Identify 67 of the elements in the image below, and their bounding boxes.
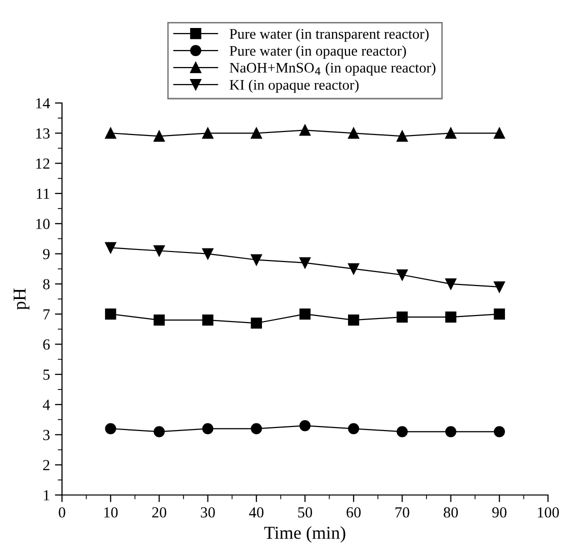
point: [250, 254, 262, 266]
legend-label: NaOH+MnSO$_{4}$ (in opaque reactor): [230, 62, 436, 76]
point: [494, 281, 505, 292]
y-tick-label: 11: [36, 188, 50, 199]
x-tick-label: 100: [538, 507, 559, 518]
y-tick-label: 8: [43, 279, 50, 290]
y-axis-title: pH: [14, 288, 30, 310]
point: [445, 312, 456, 323]
point: [202, 314, 214, 326]
y-tick-label: 10: [36, 218, 50, 230]
point: [445, 278, 456, 290]
y-tick-label: 7: [44, 309, 50, 320]
point: [154, 426, 165, 438]
point: [154, 314, 165, 326]
point: [348, 263, 360, 274]
y-tick-label: 2: [43, 460, 50, 470]
point: [105, 128, 116, 139]
point: [494, 426, 505, 438]
point: [299, 308, 311, 320]
point: [348, 314, 360, 326]
point: [494, 128, 505, 139]
legend-label: Pure water (in opaque reactor): [230, 46, 406, 59]
point: [105, 308, 116, 320]
point: [202, 423, 214, 434]
point: [250, 128, 262, 139]
point: [396, 130, 408, 142]
point: [396, 312, 408, 323]
point: [348, 128, 360, 139]
point: [202, 248, 214, 260]
legend-label: KI (in opaque reactor): [230, 80, 359, 93]
y-tick-label: 12: [36, 158, 50, 169]
legend-label: Pure water (in transparent reactor): [230, 28, 429, 42]
point: [299, 420, 311, 432]
point: [299, 257, 311, 268]
y-tick-label: 6: [43, 339, 50, 350]
x-tick-label: 70: [396, 507, 410, 518]
point: [494, 308, 505, 320]
point: [348, 423, 360, 434]
point: [154, 245, 165, 256]
y-tick-label: 5: [43, 370, 50, 380]
y-tick-label: 1: [44, 490, 50, 500]
x-tick-label: 40: [249, 507, 264, 518]
x-tick-label: 60: [346, 507, 361, 518]
x-tick-label: 10: [104, 507, 118, 518]
point: [299, 124, 311, 136]
point: [396, 269, 408, 280]
x-axis-title: Time (min): [264, 526, 346, 543]
x-tick-label: 50: [298, 507, 312, 518]
x-tick-label: 80: [444, 507, 458, 518]
x-tick-label: 90: [492, 507, 506, 518]
x-tick-label: 0: [58, 507, 66, 518]
point: [154, 130, 165, 142]
y-tick-label: 3: [43, 430, 50, 440]
point: [445, 128, 456, 139]
point: [445, 426, 456, 438]
point: [105, 423, 116, 434]
point: [396, 426, 408, 438]
y-tick-label: 4: [42, 400, 50, 410]
y-tick-label: 14: [36, 98, 50, 108]
y-tick-label: 9: [43, 248, 50, 260]
x-tick-label: 30: [200, 507, 215, 518]
x-tick-label: 20: [152, 507, 166, 518]
point: [250, 318, 262, 329]
y-tick-label: 13: [36, 128, 50, 139]
point: [250, 423, 262, 434]
point: [105, 242, 116, 254]
point: [202, 128, 214, 139]
